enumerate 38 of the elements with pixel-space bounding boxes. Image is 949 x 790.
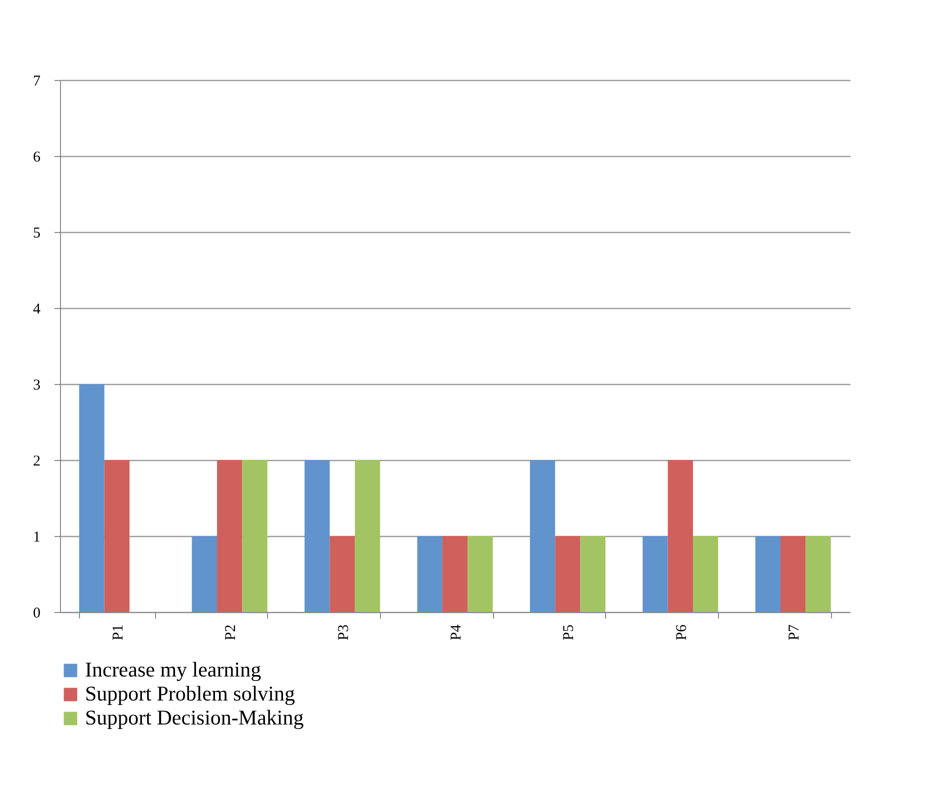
- x-tick-label: P1: [110, 624, 126, 640]
- y-tick-label: 1: [33, 530, 40, 546]
- legend-label: Support Problem solving: [85, 682, 296, 706]
- x-tick-label: P7: [786, 624, 803, 640]
- bar: [468, 536, 493, 612]
- bar: [354, 460, 380, 612]
- y-tick-label: 4: [33, 302, 41, 318]
- bar: [580, 536, 606, 612]
- y-tick-label: 6: [33, 150, 41, 166]
- bar: [417, 536, 442, 612]
- legend-label: Support Decision-Making: [85, 706, 304, 730]
- bar: [79, 384, 104, 612]
- bar: [806, 536, 831, 612]
- legend-label: Increase my learning: [85, 658, 262, 682]
- x-tick-label: P4: [448, 624, 464, 640]
- y-tick-label: 7: [33, 74, 41, 90]
- bar: [217, 460, 242, 612]
- y-tick-label: 0: [33, 606, 40, 622]
- y-tick-label: 5: [33, 226, 40, 242]
- y-tick-label: 3: [33, 378, 40, 394]
- bar: [780, 536, 806, 612]
- bar: [692, 536, 718, 612]
- x-tick-label: P3: [336, 624, 352, 640]
- x-tick-label: P6: [674, 624, 690, 640]
- y-tick-label: 2: [33, 454, 40, 470]
- bar: [330, 536, 355, 612]
- bar: [304, 460, 330, 612]
- bar: [668, 460, 693, 612]
- bar: [104, 460, 130, 612]
- bar: [642, 536, 668, 612]
- bar: [530, 460, 556, 612]
- bar: [242, 460, 268, 612]
- bar: [555, 536, 580, 612]
- bar: [442, 536, 468, 612]
- x-tick-label: P5: [561, 624, 578, 640]
- bar: [192, 536, 218, 612]
- bar: [755, 536, 781, 612]
- x-tick-label: P2: [223, 624, 240, 640]
